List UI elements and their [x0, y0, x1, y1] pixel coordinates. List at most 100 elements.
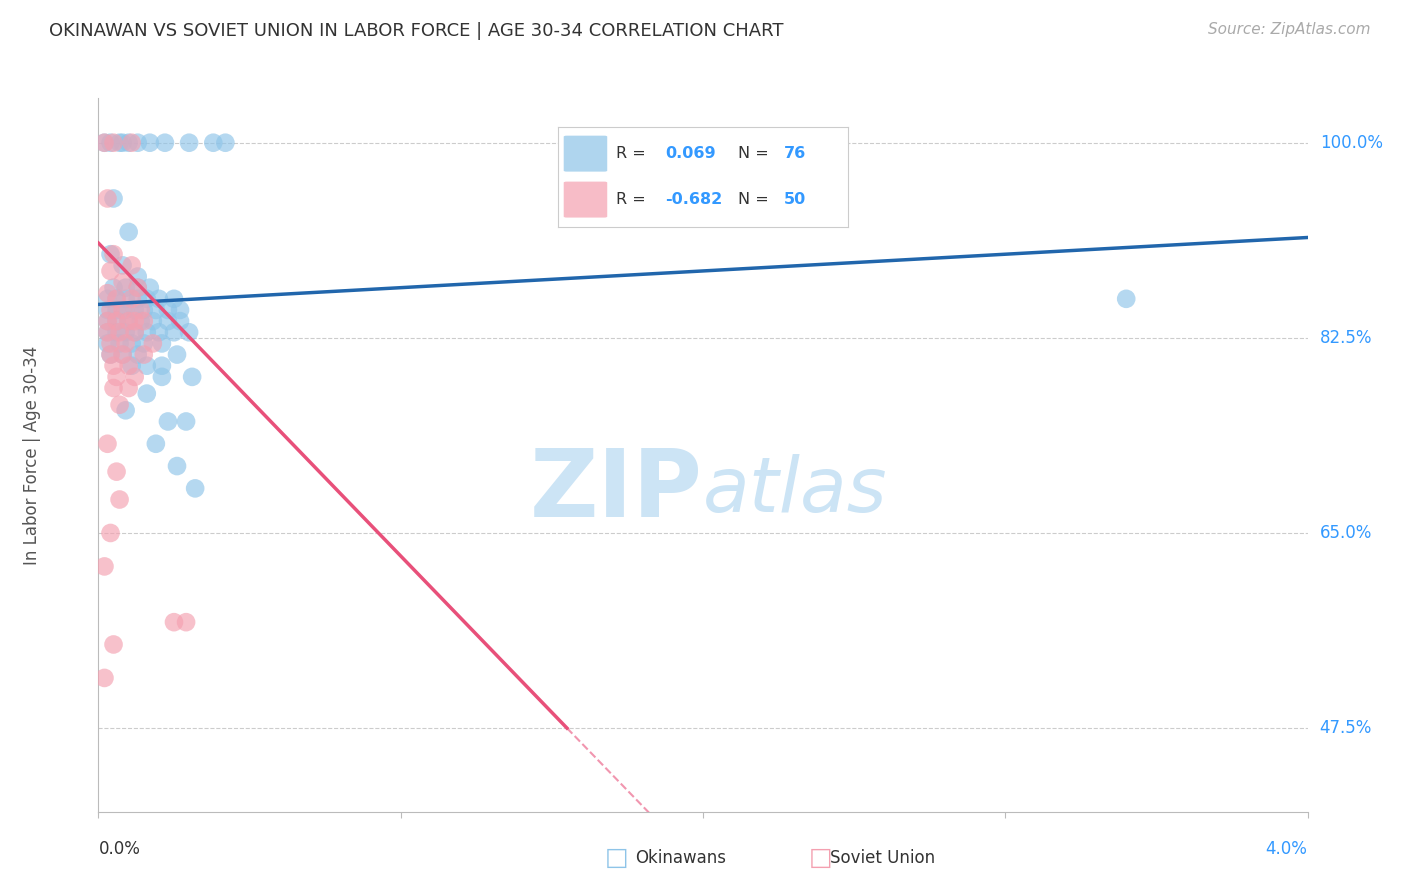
Point [111, 275, 134, 289]
Point [156, 414, 179, 429]
Point [105, 465, 128, 479]
Point [96, 325, 118, 339]
Point [114, 403, 136, 417]
Text: N =: N = [738, 192, 773, 207]
Point [96, 192, 118, 206]
Text: 0.069: 0.069 [665, 146, 716, 161]
Point [124, 303, 146, 318]
Point [105, 325, 128, 339]
Text: 82.5%: 82.5% [1320, 329, 1372, 347]
Point [114, 292, 136, 306]
Point [96, 286, 118, 301]
Point [184, 482, 207, 496]
Point [108, 136, 131, 150]
Point [100, 247, 122, 261]
Point [127, 280, 149, 294]
Text: Soviet Union: Soviet Union [830, 849, 935, 867]
Point [174, 615, 197, 630]
Point [127, 280, 149, 294]
Text: R =: R = [616, 146, 651, 161]
Point [100, 303, 122, 318]
Text: atlas: atlas [703, 454, 887, 527]
Point [121, 359, 143, 373]
Text: N =: N = [738, 146, 773, 161]
Point [153, 136, 176, 150]
Point [156, 303, 179, 318]
Point [118, 136, 141, 150]
Text: 0.0%: 0.0% [98, 840, 141, 858]
Point [132, 303, 155, 318]
Point [111, 259, 134, 273]
Point [150, 336, 173, 351]
Point [129, 314, 152, 328]
Text: R =: R = [616, 192, 651, 207]
Text: □: □ [605, 847, 628, 870]
Text: ZIP: ZIP [530, 444, 703, 537]
Point [121, 259, 143, 273]
Point [108, 398, 131, 412]
Point [103, 381, 125, 395]
Text: □: □ [808, 847, 832, 870]
Point [111, 303, 134, 318]
Point [103, 637, 125, 651]
Point [127, 348, 149, 362]
Point [105, 314, 128, 328]
Point [105, 292, 128, 306]
Point [96, 292, 118, 306]
Point [124, 325, 146, 339]
Point [96, 436, 118, 450]
Point [121, 136, 143, 150]
Point [139, 280, 162, 294]
Point [150, 369, 173, 384]
Point [135, 359, 157, 373]
Point [96, 303, 118, 318]
Point [124, 325, 146, 339]
Point [114, 303, 136, 318]
Point [177, 136, 201, 150]
Point [145, 436, 167, 450]
Point [121, 292, 143, 306]
Point [135, 292, 157, 306]
Point [118, 314, 141, 328]
Point [100, 264, 122, 278]
Point [100, 336, 122, 351]
FancyBboxPatch shape [564, 182, 607, 218]
Point [114, 325, 136, 339]
Text: Okinawans: Okinawans [636, 849, 727, 867]
Point [214, 136, 236, 150]
Text: 65.0%: 65.0% [1320, 524, 1372, 542]
Point [1115, 292, 1137, 306]
Point [148, 325, 170, 339]
Point [103, 359, 125, 373]
Point [93, 671, 115, 685]
Point [111, 348, 134, 362]
Text: Source: ZipAtlas.com: Source: ZipAtlas.com [1208, 22, 1371, 37]
Point [132, 314, 155, 328]
Point [111, 136, 134, 150]
Point [169, 314, 191, 328]
Point [93, 136, 115, 150]
Point [108, 336, 131, 351]
Point [100, 348, 122, 362]
Point [166, 459, 188, 474]
Point [118, 381, 141, 395]
Point [118, 314, 141, 328]
Point [163, 292, 186, 306]
Point [121, 336, 143, 351]
Point [96, 314, 118, 328]
Point [169, 303, 191, 318]
Point [100, 348, 122, 362]
Point [163, 325, 186, 339]
Point [96, 314, 118, 328]
Point [105, 292, 128, 306]
Point [142, 314, 165, 328]
Point [105, 369, 128, 384]
Point [103, 247, 125, 261]
Point [156, 314, 179, 328]
Text: 100.0%: 100.0% [1320, 134, 1382, 152]
Point [118, 225, 141, 239]
Point [100, 526, 122, 541]
Point [105, 303, 128, 318]
Point [181, 369, 204, 384]
Point [103, 280, 125, 294]
